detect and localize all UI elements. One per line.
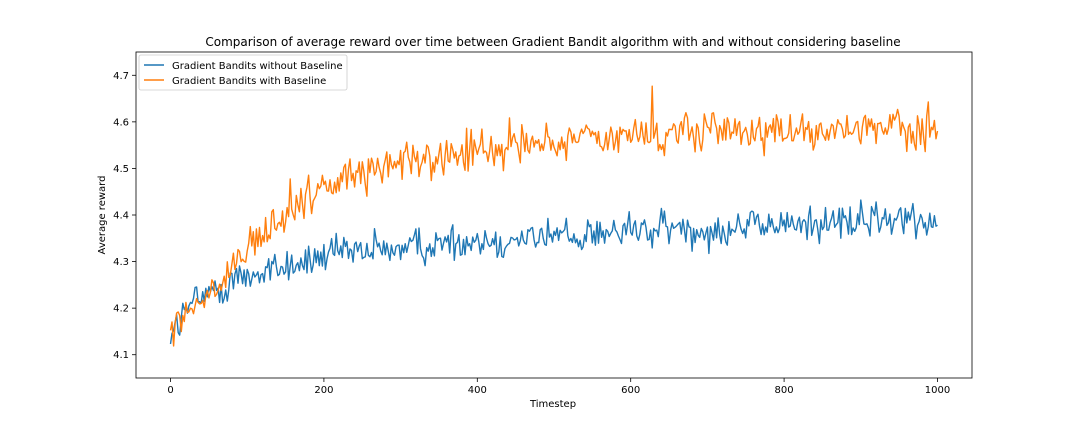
y-tick-label: 4.2 (113, 304, 129, 315)
x-axis-label: Timestep (529, 399, 576, 410)
series-layer (169, 85, 939, 347)
y-axis: 4.1 4.2 4.3 4.4 4.5 4.6 4.7 (113, 71, 136, 361)
legend-box (138, 54, 348, 91)
x-tick-label: 800 (775, 385, 794, 396)
legend: Gradient Bandits without Baseline Gradie… (138, 54, 348, 91)
x-tick-label: 200 (314, 385, 333, 396)
x-axis: 0 200 400 600 800 1000 (167, 378, 950, 396)
y-tick-label: 4.7 (113, 71, 129, 82)
chart-title: Comparison of average reward over time b… (205, 35, 900, 49)
y-tick-label: 4.6 (113, 117, 129, 128)
y-tick-label: 4.3 (113, 257, 129, 268)
x-tick-label: 1000 (925, 385, 950, 396)
x-tick-label: 400 (468, 385, 487, 396)
plot-area-frame (135, 51, 973, 379)
y-tick-label: 4.1 (113, 350, 129, 361)
x-tick-label: 600 (621, 385, 640, 396)
series-line-without-baseline (169, 199, 938, 345)
legend-label-with-baseline: Gradient Bandits with Baseline (172, 76, 326, 87)
legend-label-without-baseline: Gradient Bandits without Baseline (172, 61, 343, 72)
y-axis-label: Average reward (97, 176, 108, 255)
series-line-with-baseline (169, 85, 939, 347)
y-tick-label: 4.5 (113, 164, 129, 175)
y-tick-label: 4.4 (113, 211, 129, 222)
x-tick-label: 0 (167, 385, 173, 396)
